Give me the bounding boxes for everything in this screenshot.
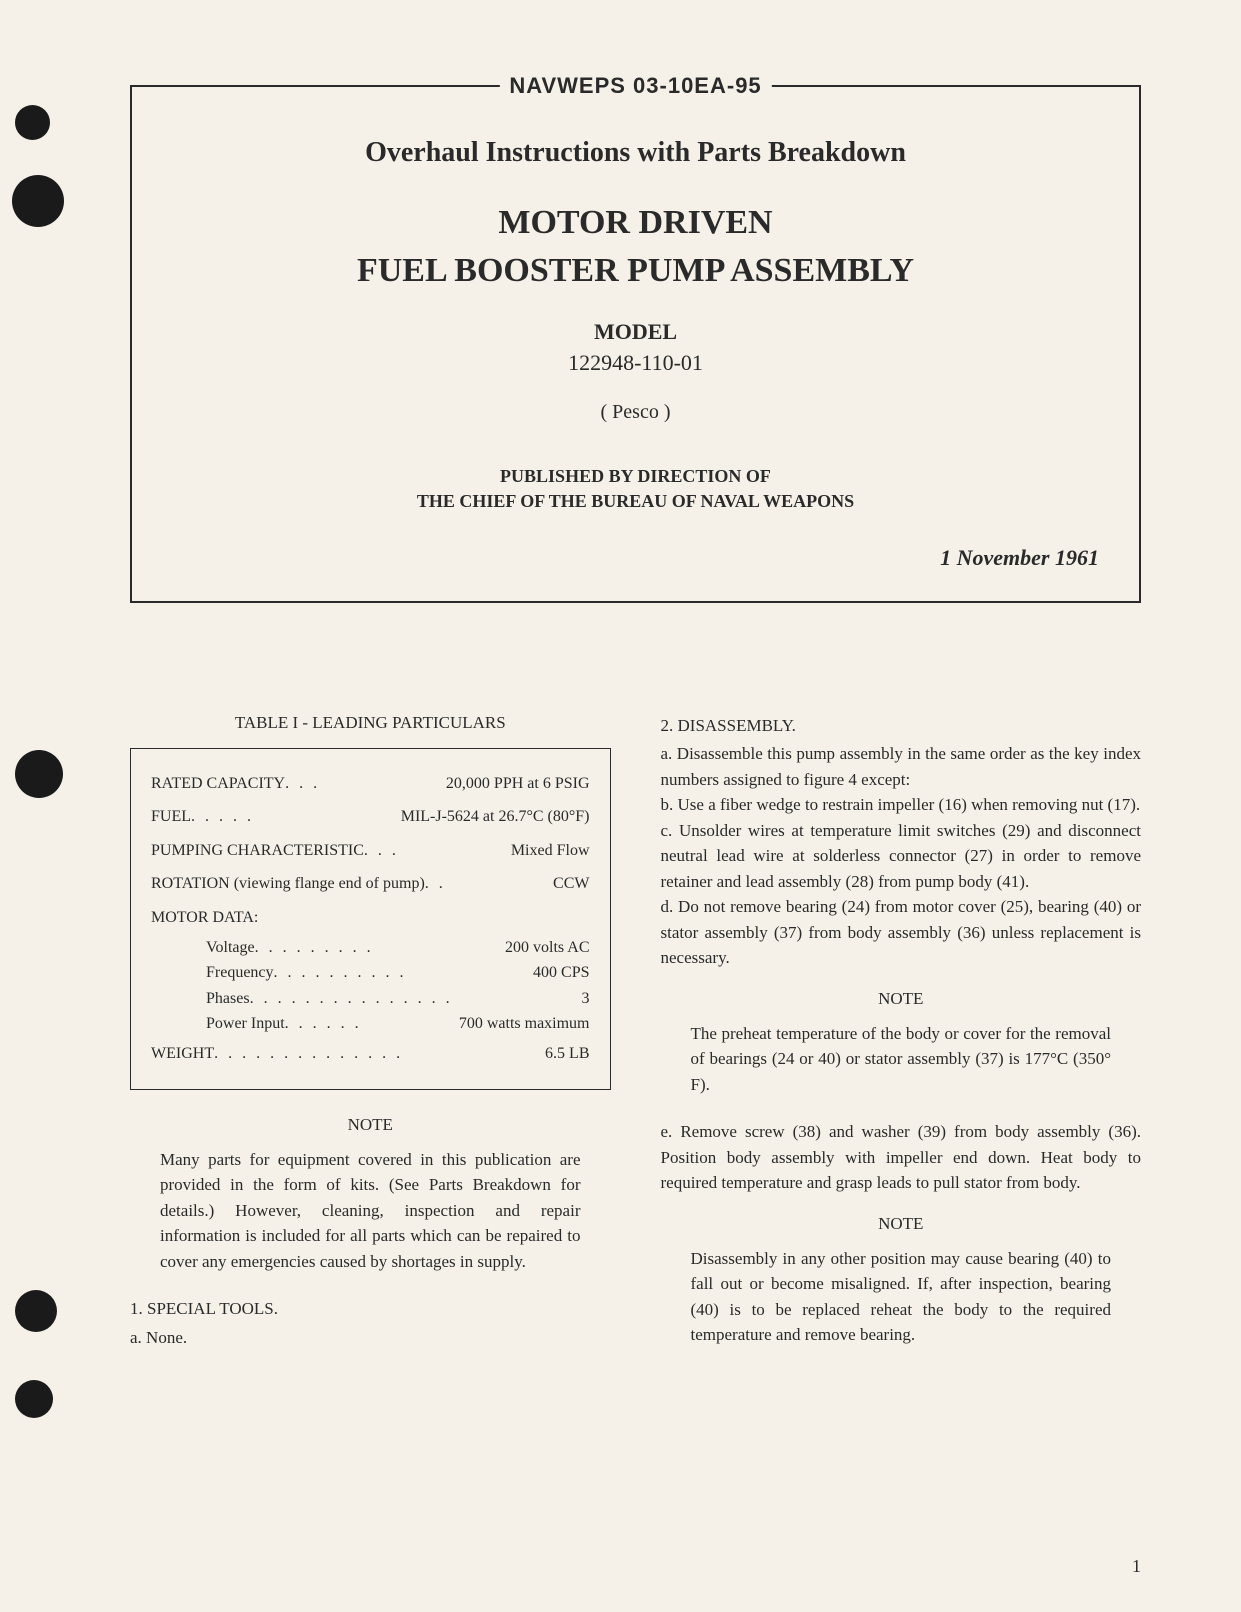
note-heading: NOTE — [661, 1214, 1142, 1234]
spec-row: Power Input . . . . . . 700 watts maximu… — [206, 1011, 590, 1037]
main-title: MOTOR DRIVEN FUEL BOOSTER PUMP ASSEMBLY — [172, 199, 1099, 294]
paragraph: d. Do not remove bearing (24) from motor… — [661, 894, 1142, 971]
document-number: NAVWEPS 03-10EA-95 — [499, 73, 771, 99]
manufacturer: ( Pesco ) — [172, 401, 1099, 424]
spec-label: RATED CAPACITY — [151, 767, 285, 801]
note-body: Many parts for equipment covered in this… — [130, 1147, 611, 1275]
spec-value: 200 volts AC — [505, 935, 589, 961]
main-title-line: FUEL BOOSTER PUMP ASSEMBLY — [172, 247, 1099, 295]
note-body: The preheat temperature of the body or c… — [661, 1021, 1142, 1098]
content-columns: TABLE I - LEADING PARTICULARS RATED CAPA… — [130, 713, 1141, 1353]
spec-dots: . . . . . . . . . — [255, 935, 505, 961]
page-content: NAVWEPS 03-10EA-95 Overhaul Instructions… — [0, 0, 1241, 1393]
note-heading: NOTE — [661, 989, 1142, 1009]
spec-row: Voltage . . . . . . . . . 200 volts AC — [206, 935, 590, 961]
spec-row: PUMPING CHARACTERISTIC . . . Mixed Flow — [151, 834, 590, 868]
note-body: Disassembly in any other position may ca… — [661, 1246, 1142, 1348]
spec-dots: . . . . . — [191, 800, 401, 834]
spec-value: Mixed Flow — [511, 834, 590, 868]
spec-row: RATED CAPACITY . . . 20,000 PPH at 6 PSI… — [151, 767, 590, 801]
spec-row: ROTATION (viewing flange end of pump) . … — [151, 867, 590, 901]
section-heading: 2. DISASSEMBLY. — [661, 713, 1142, 739]
punch-hole — [15, 1380, 53, 1418]
spec-dots: . . . . . . . . . . . . . . — [214, 1037, 545, 1071]
paragraph: e. Remove screw (38) and washer (39) fro… — [661, 1119, 1142, 1196]
section-subitem: a. None. — [130, 1325, 611, 1351]
model-number: 122948-110-01 — [172, 350, 1099, 376]
title-box: NAVWEPS 03-10EA-95 Overhaul Instructions… — [130, 85, 1141, 603]
punch-hole — [15, 1290, 57, 1332]
spec-dots: . . . — [285, 767, 446, 801]
main-title-line: MOTOR DRIVEN — [172, 199, 1099, 247]
spec-label: Voltage — [206, 935, 255, 961]
spec-value: MIL-J-5624 at 26.7°C (80°F) — [401, 800, 590, 834]
spec-dots: . . — [425, 867, 553, 901]
section-heading: 1. SPECIAL TOOLS. — [130, 1296, 611, 1322]
spec-dots: . . . . . . . . . . — [274, 960, 534, 986]
spec-row: WEIGHT . . . . . . . . . . . . . . 6.5 L… — [151, 1037, 590, 1071]
left-column: TABLE I - LEADING PARTICULARS RATED CAPA… — [130, 713, 611, 1353]
spec-label: FUEL — [151, 800, 191, 834]
spec-dots: . . . . . . — [285, 1011, 459, 1037]
punch-hole — [15, 750, 63, 798]
page-number: 1 — [1132, 1556, 1141, 1577]
specs-table: RATED CAPACITY . . . 20,000 PPH at 6 PSI… — [130, 748, 611, 1090]
spec-label: Phases — [206, 986, 250, 1012]
spec-row: Frequency . . . . . . . . . . 400 CPS — [206, 960, 590, 986]
paragraph: b. Use a fiber wedge to restrain impelle… — [661, 792, 1142, 818]
motor-data-heading: MOTOR DATA: — [151, 901, 590, 935]
spec-row: FUEL . . . . . MIL-J-5624 at 26.7°C (80°… — [151, 800, 590, 834]
punch-hole — [12, 175, 64, 227]
punch-hole — [15, 105, 50, 140]
spec-value: 700 watts maximum — [459, 1011, 590, 1037]
spec-value: 6.5 LB — [545, 1037, 589, 1071]
note-heading: NOTE — [130, 1115, 611, 1135]
spec-label: ROTATION (viewing flange end of pump) — [151, 867, 425, 901]
published-line: PUBLISHED BY DIRECTION OF — [172, 464, 1099, 489]
spec-row: Phases . . . . . . . . . . . . . . . 3 — [206, 986, 590, 1012]
spec-value: 3 — [582, 986, 590, 1012]
spec-dots: . . . . . . . . . . . . . . . — [250, 986, 582, 1012]
spec-value: 20,000 PPH at 6 PSIG — [446, 767, 590, 801]
paragraph: c. Unsolder wires at temperature limit s… — [661, 818, 1142, 895]
paragraph: a. Disassemble this pump assembly in the… — [661, 741, 1142, 792]
publication-date: 1 November 1961 — [172, 545, 1099, 571]
model-label: MODEL — [172, 319, 1099, 345]
spec-value: 400 CPS — [533, 960, 589, 986]
spec-label: Frequency — [206, 960, 274, 986]
spec-label: WEIGHT — [151, 1037, 214, 1071]
spec-dots: . . . — [364, 834, 511, 868]
right-column: 2. DISASSEMBLY. a. Disassemble this pump… — [661, 713, 1142, 1353]
published-line: THE CHIEF OF THE BUREAU OF NAVAL WEAPONS — [172, 489, 1099, 514]
spec-label: Power Input — [206, 1011, 285, 1037]
published-by: PUBLISHED BY DIRECTION OF THE CHIEF OF T… — [172, 464, 1099, 514]
motor-data-rows: Voltage . . . . . . . . . 200 volts AC F… — [151, 935, 590, 1037]
spec-value: CCW — [553, 867, 589, 901]
table-title: TABLE I - LEADING PARTICULARS — [130, 713, 611, 733]
spec-label: PUMPING CHARACTERISTIC — [151, 834, 364, 868]
subtitle: Overhaul Instructions with Parts Breakdo… — [172, 137, 1099, 169]
